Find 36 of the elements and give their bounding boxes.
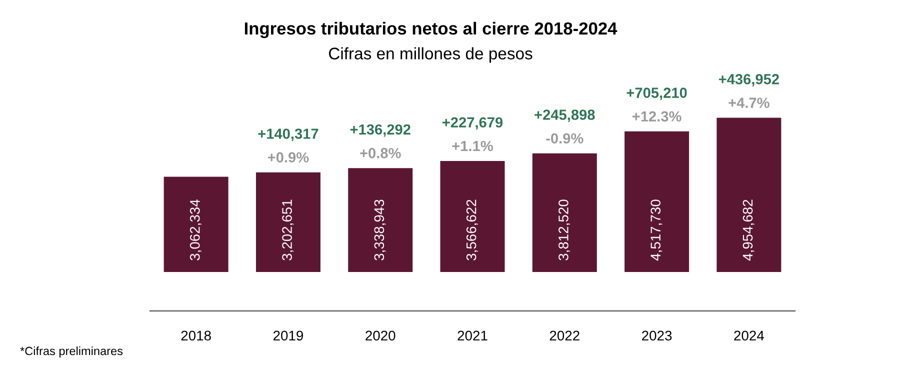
annotation: +140,317 [258,128,318,142]
annotation: +4.7% [728,98,770,108]
x-tick-label: 2022 [550,330,580,341]
bar [440,161,505,272]
annotation: +705,210 [626,88,687,100]
data-label: 3,202,651 [282,200,294,260]
annotation: +0.9% [268,152,309,162]
bar [164,176,228,272]
bar [716,118,782,272]
x-tick-label: 2021 [458,330,488,341]
x-tick-label: 2020 [366,330,396,341]
chart-subtitle: Cifras en millones de pesos [328,47,532,63]
annotation: +1.1% [452,140,493,152]
x-tick-label: 2019 [273,330,304,341]
bar [348,168,413,272]
bar [624,131,690,272]
data-label: 4,517,730 [650,200,662,261]
data-label: 3,338,943 [374,200,386,260]
annotation: +245,898 [534,110,595,122]
annotation: +227,679 [442,117,503,130]
annotation: +436,952 [718,74,779,86]
data-label: 4,954,682 [742,200,754,261]
x-tick-label: 2023 [642,330,672,341]
annotation: +12.3% [632,111,682,122]
x-tick-label: 2018 [181,330,211,341]
annotation: -0.9% [546,133,584,144]
bar [532,153,597,272]
bar [256,172,320,272]
annotation: +136,292 [350,124,410,137]
annotation: +0.8% [360,148,401,158]
data-label: 3,062,334 [190,200,202,260]
data-label: 3,812,520 [558,200,570,260]
x-tick-label: 2024 [734,330,764,341]
data-label: 3,566,622 [466,200,478,260]
text: *Cifras preliminares [20,346,123,358]
chart-title: Ingresos tributarios netos al cierre 2018-2024 [244,22,618,38]
